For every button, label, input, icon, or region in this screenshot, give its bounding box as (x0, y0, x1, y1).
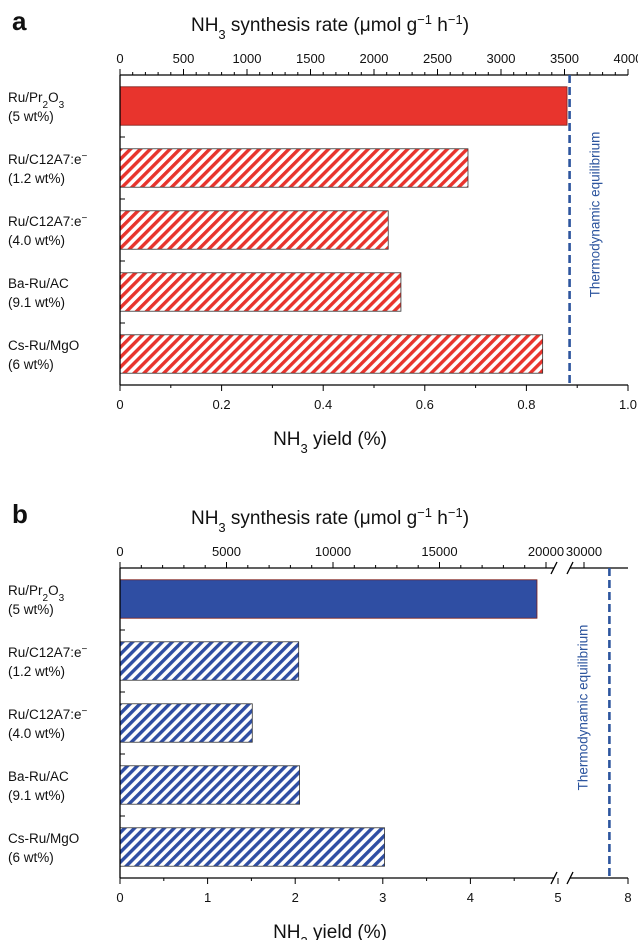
axis-break-mark (550, 561, 558, 575)
panel-a: a NH3 synthesis rate (μmol g−1 h−1) Ru/Pr2… (8, 6, 638, 456)
top-tick-label: 10000 (315, 544, 351, 559)
bottom-tick-label: 8 (624, 890, 631, 905)
top-tick-label: 2500 (423, 51, 452, 66)
bottom-tick-label: 0.2 (213, 397, 231, 412)
thermodynamic-equilibrium-label: Thermodynamic equilibrium (588, 132, 603, 298)
bar-4 (119, 765, 300, 805)
bar-4 (119, 272, 402, 312)
top-tick-label: 3500 (550, 51, 579, 66)
bottom-tick-label: 0 (116, 890, 123, 905)
bottom-tick-label: 3 (379, 890, 386, 905)
bottom-tick-label: 1 (204, 890, 211, 905)
axis-break-mark (550, 871, 558, 885)
top-tick-label: 2000 (360, 51, 389, 66)
category-label-5-line1: Cs-Ru/MgO (8, 831, 79, 846)
bottom-tick-label: 0.4 (314, 397, 332, 412)
top-tick-label: 3000 (487, 51, 516, 66)
category-label-3-line1: Ru/C12A7:e− (8, 706, 88, 723)
bar-3 (119, 210, 389, 250)
top-axis-title: NH3 synthesis rate (μmol g−1 h−1) (191, 505, 469, 535)
bar-2 (119, 641, 300, 681)
bottom-tick-label: 2 (292, 890, 299, 905)
bottom-tick-label: 0.6 (416, 397, 434, 412)
category-label-1-line1: Ru/Pr2O3 (8, 90, 65, 111)
bar-5 (119, 334, 544, 374)
top-tick-label: 30000 (566, 544, 602, 559)
top-tick-label: 500 (173, 51, 195, 66)
bottom-tick-label: 0 (116, 397, 123, 412)
top-tick-label: 1000 (233, 51, 262, 66)
category-label-4-line1: Ba-Ru/AC (8, 276, 69, 291)
top-axis-title: NH3 synthesis rate (μmol g−1 h−1) (191, 12, 469, 42)
category-label-2-line2: (1.2 wt%) (8, 171, 65, 186)
top-tick-label: 1500 (296, 51, 325, 66)
panel-b: b NH3 synthesis rate (μmol g−1 h−1) Ru/Pr2… (8, 499, 632, 940)
top-tick-label: 0 (116, 51, 123, 66)
bar-5 (119, 827, 385, 867)
panel-letter: a (12, 6, 27, 36)
axis-break-mark (566, 871, 574, 885)
bar-1 (119, 86, 568, 126)
category-label-1-line1: Ru/Pr2O3 (8, 583, 65, 604)
category-label-3-line2: (4.0 wt%) (8, 233, 65, 248)
bottom-tick-label: 1.0 (619, 397, 637, 412)
category-label-3-line1: Ru/C12A7:e− (8, 213, 88, 230)
thermodynamic-equilibrium-label: Thermodynamic equilibrium (575, 625, 590, 791)
category-label-5-line2: (6 wt%) (8, 850, 54, 865)
panel-letter: b (12, 499, 28, 529)
category-label-2-line1: Ru/C12A7:e− (8, 644, 88, 661)
top-tick-label: 5000 (212, 544, 241, 559)
category-label-2-line1: Ru/C12A7:e− (8, 151, 88, 168)
category-label-2-line2: (1.2 wt%) (8, 664, 65, 679)
bar-3 (119, 703, 253, 743)
bar-1 (119, 579, 538, 619)
category-label-4-line2: (9.1 wt%) (8, 295, 65, 310)
category-label-3-line2: (4.0 wt%) (8, 726, 65, 741)
top-tick-label: 4000 (614, 51, 638, 66)
top-tick-label: 0 (116, 544, 123, 559)
category-label-4-line1: Ba-Ru/AC (8, 769, 69, 784)
bottom-tick-label: 0.8 (517, 397, 535, 412)
category-label-4-line2: (9.1 wt%) (8, 788, 65, 803)
category-label-5-line1: Cs-Ru/MgO (8, 338, 79, 353)
axis-break-mark (566, 561, 574, 575)
bottom-axis-title: NH3 yield (%) (273, 429, 387, 456)
category-label-5-line2: (6 wt%) (8, 357, 54, 372)
bottom-axis-title: NH3 yield (%) (273, 922, 387, 940)
top-tick-label: 20000 (528, 544, 564, 559)
category-label-1-line2: (5 wt%) (8, 109, 54, 124)
bottom-tick-label: 4 (467, 890, 474, 905)
category-label-1-line2: (5 wt%) (8, 602, 54, 617)
top-tick-label: 15000 (421, 544, 457, 559)
bar-2 (119, 148, 469, 188)
bottom-tick-label: 5 (554, 890, 561, 905)
